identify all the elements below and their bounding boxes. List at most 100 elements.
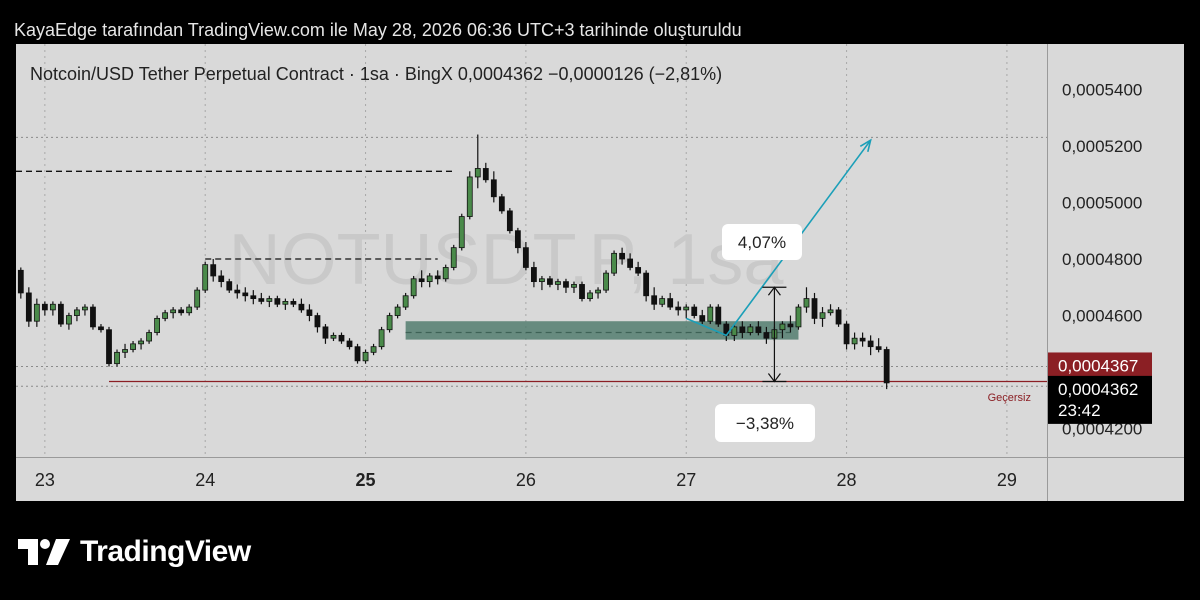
time-axis-label: 29 xyxy=(997,470,1017,490)
candle-body xyxy=(82,306,88,311)
candle-body xyxy=(298,303,305,311)
candle-body xyxy=(186,306,193,314)
candle-body xyxy=(114,351,120,365)
rise-label-box xyxy=(722,224,802,260)
candle xyxy=(402,292,409,310)
candle xyxy=(410,275,417,299)
candle xyxy=(851,332,858,350)
candle-body xyxy=(643,272,650,297)
tradingview-brand[interactable]: TradingView xyxy=(18,534,251,570)
candle xyxy=(490,171,497,203)
candlestick-chart[interactable]: NOTUSDT.P, 1sa 4,07% −3,38% Geçersiz Not… xyxy=(16,44,1184,501)
price-axis-ticks: 0,0004200 0,0004600 0,0004800 0,0005000 0,00… xyxy=(1062,80,1142,438)
candle xyxy=(731,324,738,342)
candle xyxy=(338,332,345,344)
price-tag-current-text: 0,0004367 xyxy=(1058,356,1138,375)
candle-body xyxy=(49,303,56,311)
candle xyxy=(659,295,666,308)
candle xyxy=(130,341,136,353)
candle-body xyxy=(33,303,40,322)
candle xyxy=(138,338,144,350)
candle xyxy=(747,324,754,336)
candle xyxy=(531,261,537,288)
legend-row: Notcoin/USD Tether Perpetual Contract · … xyxy=(30,64,722,84)
candle xyxy=(226,278,233,293)
candle-body xyxy=(498,196,505,212)
candle-body xyxy=(531,267,537,283)
candle xyxy=(843,321,850,350)
time-axis[interactable]: 23 24 25 26 27 28 29 xyxy=(35,470,1017,490)
candle xyxy=(122,343,128,358)
candle xyxy=(795,304,802,330)
price-axis-label: 0,0004600 xyxy=(1062,307,1142,326)
legend-change: −0,0000126 (−2,81%) xyxy=(548,64,722,84)
candle xyxy=(234,284,241,299)
candle xyxy=(442,264,449,282)
candle-body xyxy=(370,346,377,353)
time-axis-label: 24 xyxy=(195,470,215,490)
candle xyxy=(547,275,553,288)
time-axis-label: 27 xyxy=(676,470,696,490)
candle-body xyxy=(138,340,144,345)
candle xyxy=(715,304,722,327)
candle-body xyxy=(154,317,161,333)
candle-body xyxy=(579,284,585,299)
candle xyxy=(819,307,826,327)
candle-body xyxy=(146,332,152,342)
candle xyxy=(675,301,682,316)
candle-body xyxy=(506,210,513,232)
candle xyxy=(643,270,650,302)
projection-line xyxy=(685,139,872,337)
candle-body xyxy=(595,289,601,294)
support-zone xyxy=(405,321,799,340)
candle-body xyxy=(547,278,553,285)
candle xyxy=(611,250,617,276)
tradingview-wordmark: TradingView xyxy=(80,535,251,568)
candle-body xyxy=(795,306,802,328)
candle-body xyxy=(314,315,321,328)
legend-exchange: BingX xyxy=(405,64,453,84)
candle xyxy=(346,338,353,350)
candle xyxy=(314,312,321,333)
candle-body xyxy=(450,247,457,268)
candle-body xyxy=(522,247,529,268)
legend-symbol: Notcoin/USD Tether Perpetual Contract xyxy=(30,64,344,84)
time-axis-label: 25 xyxy=(356,470,376,490)
candle xyxy=(482,162,489,183)
candle-body xyxy=(250,295,257,299)
candle-body xyxy=(859,337,866,342)
candle-body xyxy=(739,326,746,333)
price-tag-last-box xyxy=(1048,375,1152,424)
candle-body xyxy=(25,292,32,322)
candle xyxy=(57,301,64,327)
fall-label: −3,38% xyxy=(715,404,815,442)
candle xyxy=(683,304,690,319)
candle-body xyxy=(627,258,634,268)
candle xyxy=(563,278,569,293)
candle xyxy=(867,335,874,356)
candle-body xyxy=(386,315,393,331)
candle-body xyxy=(458,216,465,249)
candle xyxy=(178,307,185,316)
candle-body xyxy=(226,281,233,291)
chart-attribution: KayaEdge tarafından TradingView.com ile … xyxy=(14,20,742,40)
candle xyxy=(186,304,193,316)
candle xyxy=(458,213,465,251)
candle xyxy=(787,315,794,333)
candle-body xyxy=(218,275,225,283)
price-axis-label: 0,0005200 xyxy=(1062,137,1142,156)
candle xyxy=(274,295,281,308)
candle xyxy=(635,261,642,276)
candle-body xyxy=(338,334,345,342)
rise-label: 4,07% xyxy=(722,224,802,260)
price-axis-label: 0,0004800 xyxy=(1062,250,1142,269)
candle-body xyxy=(442,267,449,280)
candle-body xyxy=(362,351,369,362)
candle xyxy=(66,312,72,330)
candle-body xyxy=(731,326,738,336)
candle xyxy=(210,258,217,282)
candle xyxy=(354,343,361,364)
candle-body xyxy=(402,295,409,308)
candle xyxy=(106,326,112,367)
candle xyxy=(282,298,289,310)
